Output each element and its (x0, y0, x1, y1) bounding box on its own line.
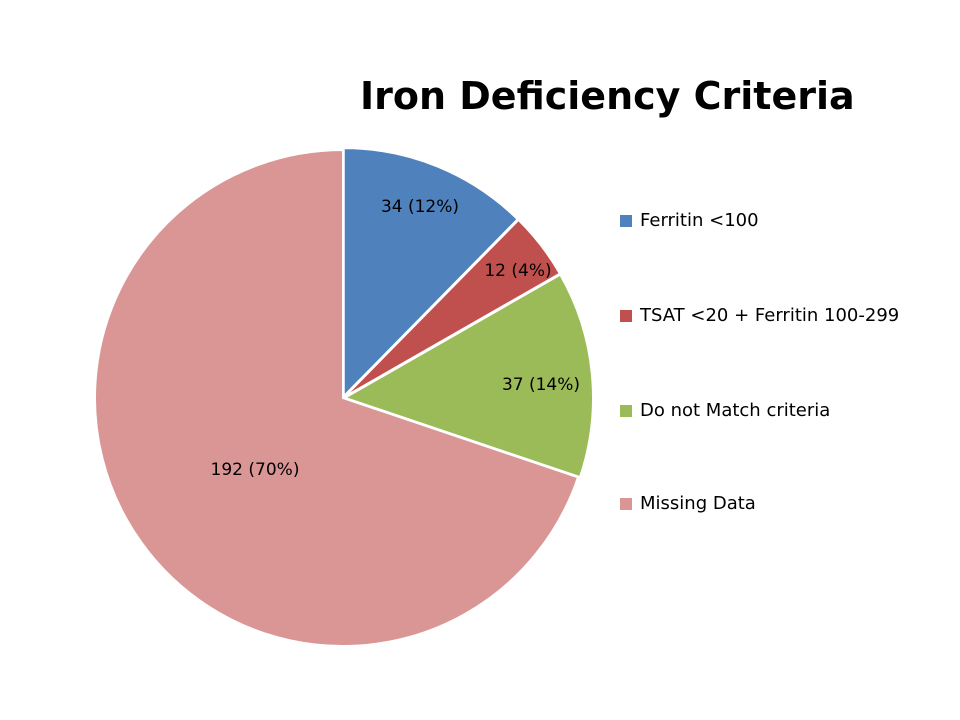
legend-label-no-match: Do not Match criteria (640, 400, 831, 421)
pie-slice-tsat (343, 218, 562, 398)
legend-swatch-ferritin (620, 214, 632, 227)
chart-title: Iron Deficiency Criteria (360, 74, 855, 118)
slice-label-tsat: 12 (4%) (484, 261, 551, 281)
slice-label-ferritin: 34 (12%) (381, 197, 459, 217)
pie-slice-missing (94, 148, 580, 647)
legend-swatch-missing (620, 497, 632, 510)
legend-item-tsat: TSAT <20 + Ferritin 100-299 (620, 305, 899, 326)
slice-label-missing: 192 (70%) (211, 460, 300, 480)
legend-label-tsat: TSAT <20 + Ferritin 100-299 (640, 305, 900, 326)
legend-swatch-no-match (620, 404, 632, 417)
legend-label-ferritin: Ferritin <100 (640, 210, 759, 231)
legend-item-ferritin: Ferritin <100 (620, 210, 759, 231)
slice-label-no-match: 37 (14%) (502, 375, 580, 395)
pie-slice-ferritin (342, 147, 520, 399)
legend-swatch-tsat (620, 309, 632, 322)
legend-item-no-match: Do not Match criteria (620, 400, 830, 421)
legend-item-missing: Missing Data (620, 493, 756, 514)
pie-slice-no-match (342, 273, 594, 479)
legend-label-missing: Missing Data (640, 493, 756, 514)
